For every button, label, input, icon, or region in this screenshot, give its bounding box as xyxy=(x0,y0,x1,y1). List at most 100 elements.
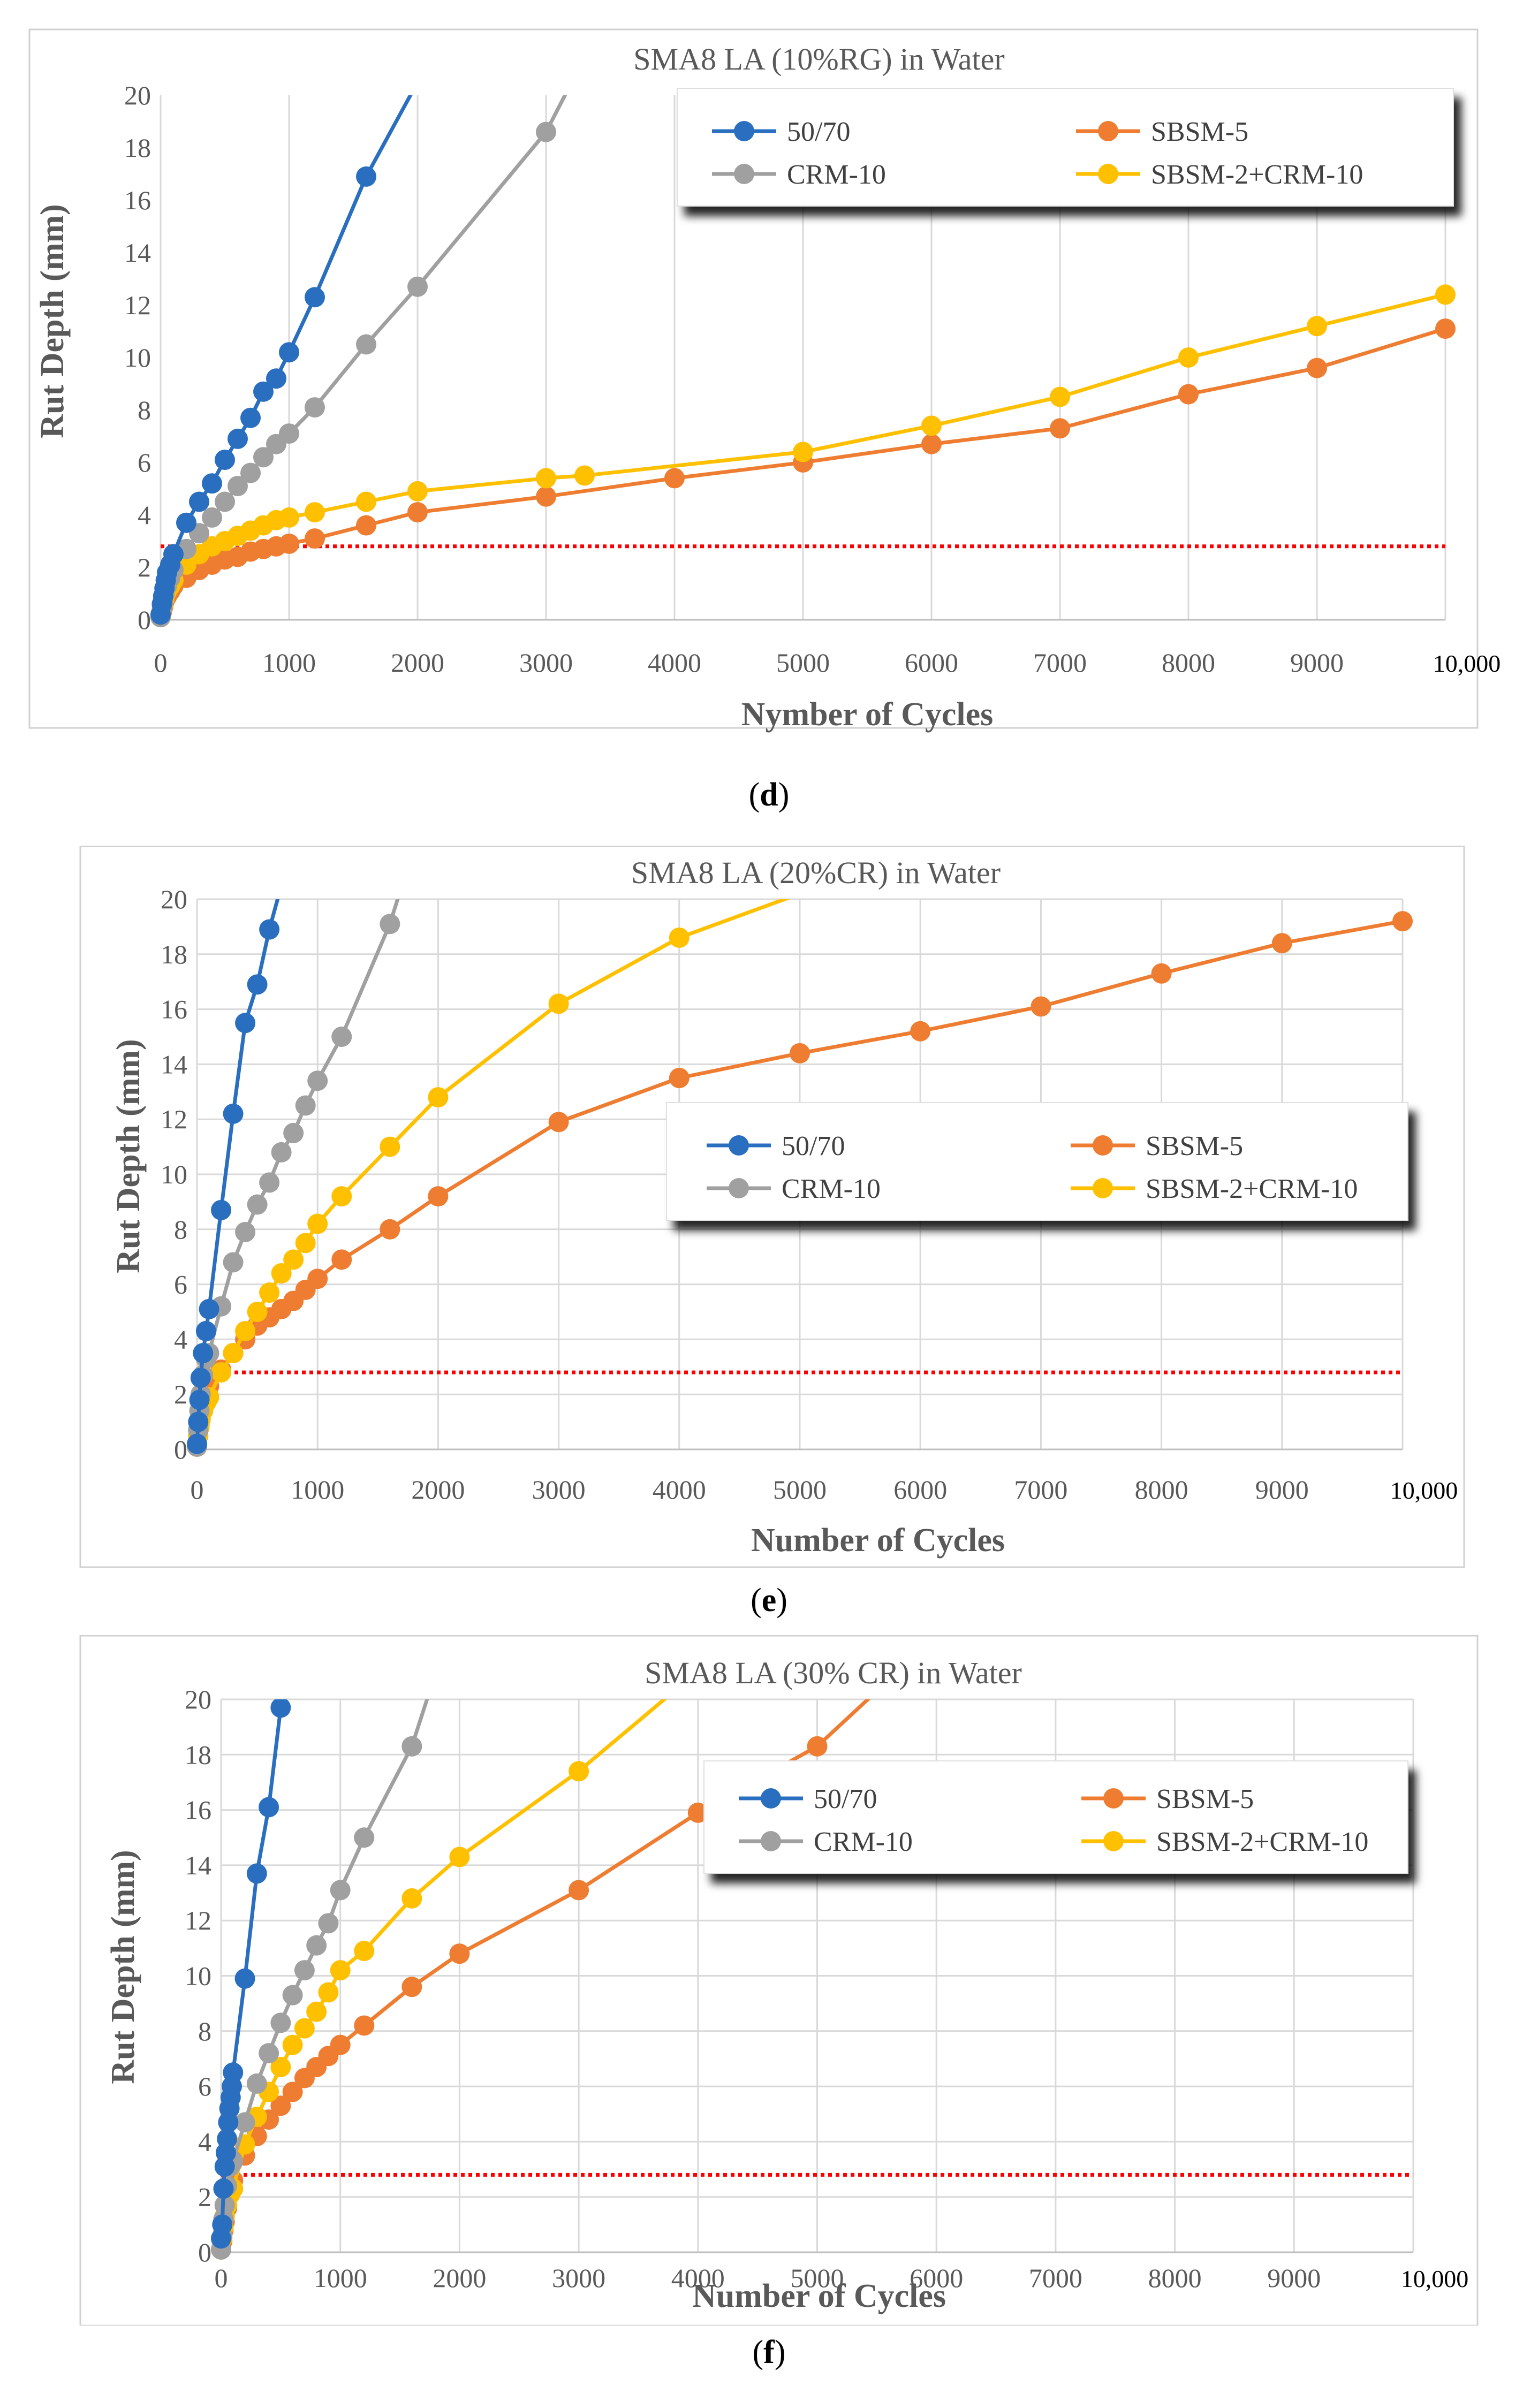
data-point xyxy=(305,528,325,549)
data-point xyxy=(223,1103,244,1124)
data-point xyxy=(305,287,325,308)
caption-f-close: ) xyxy=(774,2334,786,2371)
data-point xyxy=(234,2112,255,2133)
data-point xyxy=(1307,358,1327,378)
x-tick-label: 0 xyxy=(215,2263,228,2293)
y-tick-label: 0 xyxy=(198,2237,211,2267)
x-tick-label: 1000 xyxy=(291,1475,344,1505)
legend-swatch-marker xyxy=(1093,1135,1113,1156)
data-point xyxy=(279,342,299,363)
legend-swatch-marker xyxy=(734,121,754,141)
data-point xyxy=(407,481,428,502)
data-point xyxy=(283,1249,304,1270)
data-point xyxy=(428,1186,449,1207)
y-tick-label: 2 xyxy=(198,2182,211,2212)
legend-label: CRM-10 xyxy=(782,1174,881,1204)
series-group xyxy=(187,899,1413,1457)
y-tick-label: 4 xyxy=(198,2126,211,2156)
legend-label: CRM-10 xyxy=(814,1827,913,1857)
data-point xyxy=(536,121,556,142)
data-point xyxy=(449,1847,470,1867)
data-point xyxy=(548,1112,569,1133)
data-point xyxy=(195,1320,216,1341)
data-point xyxy=(401,1736,422,1757)
data-point xyxy=(223,1252,244,1273)
data-point xyxy=(247,974,268,995)
data-point xyxy=(259,1797,279,1818)
y-tick-label: 20 xyxy=(124,80,151,110)
y-tick-label: 6 xyxy=(198,2071,211,2101)
data-point xyxy=(228,476,248,497)
x-tick-label: 9000 xyxy=(1255,1475,1309,1505)
x-tick-label: 4000 xyxy=(671,2263,725,2293)
y-tick-label: 0 xyxy=(174,1434,187,1464)
data-point xyxy=(921,434,942,454)
data-point xyxy=(228,428,248,449)
legend-box xyxy=(677,88,1454,207)
chart-panel-f: 0 2 4 6 8 10 12 14 16 18 20 0 1000 2000 3000 4000 5000 60… xyxy=(0,1635,1538,2326)
y-tick-label: 8 xyxy=(198,2016,211,2046)
y-tick-label: 16 xyxy=(185,1795,211,1825)
data-point xyxy=(271,1142,292,1163)
data-point xyxy=(1031,996,1051,1017)
data-point xyxy=(199,1298,219,1319)
x-tick-label: 5000 xyxy=(773,1475,827,1505)
y-axis-label: Rut Depth (mm) xyxy=(110,1039,147,1273)
data-point xyxy=(331,1027,352,1047)
data-point xyxy=(295,1233,316,1254)
x-tick-label: 4000 xyxy=(648,648,701,678)
data-point xyxy=(215,491,235,512)
y-axis-label: Rut Depth (mm) xyxy=(34,204,71,438)
data-point xyxy=(259,1172,280,1193)
x-tick-label: 9000 xyxy=(1267,2263,1321,2293)
data-point xyxy=(235,1013,256,1034)
data-point xyxy=(449,1943,470,1964)
data-point xyxy=(202,473,222,494)
x-tick-label: 5000 xyxy=(791,2263,844,2293)
data-point xyxy=(190,1368,211,1388)
caption-d-letter: d xyxy=(760,777,778,813)
y-tick-label: 6 xyxy=(138,447,151,477)
data-point xyxy=(354,2015,375,2036)
data-point xyxy=(318,1982,339,2003)
y-tick-label: 2 xyxy=(138,552,151,582)
chart-f-svg: 0 2 4 6 8 10 12 14 16 18 20 0 1000 2000 3000 4000 5000 60… xyxy=(79,1635,1479,2326)
chart-title: SMA8 LA (20%CR) in Water xyxy=(631,855,1001,890)
data-point xyxy=(548,993,569,1014)
legend-swatch-marker xyxy=(761,1831,781,1851)
data-point xyxy=(163,544,184,565)
data-point xyxy=(305,502,325,523)
data-point xyxy=(247,1194,268,1215)
legend-swatch-marker xyxy=(1103,1788,1124,1809)
data-point xyxy=(247,1302,268,1322)
chart-frame xyxy=(79,1635,1479,2326)
data-point xyxy=(235,1221,256,1242)
x-tick-label: 1000 xyxy=(314,2263,367,2293)
x-tick-label: 9000 xyxy=(1290,648,1344,678)
y-tick-label: 8 xyxy=(138,395,151,425)
data-point xyxy=(270,1699,291,1718)
data-point xyxy=(215,450,235,470)
data-point xyxy=(356,491,376,512)
x-axis-label: Number of Cycles xyxy=(692,2278,946,2314)
x-tick-label: 6000 xyxy=(893,1475,947,1505)
data-point xyxy=(279,423,299,444)
x-tick-label: 3000 xyxy=(532,1475,586,1505)
legend-box xyxy=(703,1760,1408,1874)
y-tick-label: 20 xyxy=(185,1684,211,1714)
data-point xyxy=(306,1935,327,1956)
data-point xyxy=(223,2062,244,2083)
data-point xyxy=(1435,284,1456,305)
data-point xyxy=(536,486,556,507)
data-point xyxy=(401,1888,422,1909)
data-point xyxy=(259,2043,279,2064)
caption-f-letter: f xyxy=(763,2334,775,2371)
x-tick-label: 2000 xyxy=(411,1475,465,1505)
y-tick-label: 4 xyxy=(174,1324,187,1354)
chart-panel-d: 0 2 4 6 8 10 12 14 16 18 20 0 1000 2000 3000 4000 5000 60… xyxy=(0,0,1538,760)
y-tick-label: 14 xyxy=(124,238,151,268)
legend-label: 50/70 xyxy=(814,1784,877,1814)
y-tick-label: 10 xyxy=(124,343,151,373)
data-point xyxy=(271,1263,292,1284)
x-tick-label: 3000 xyxy=(552,2263,605,2293)
